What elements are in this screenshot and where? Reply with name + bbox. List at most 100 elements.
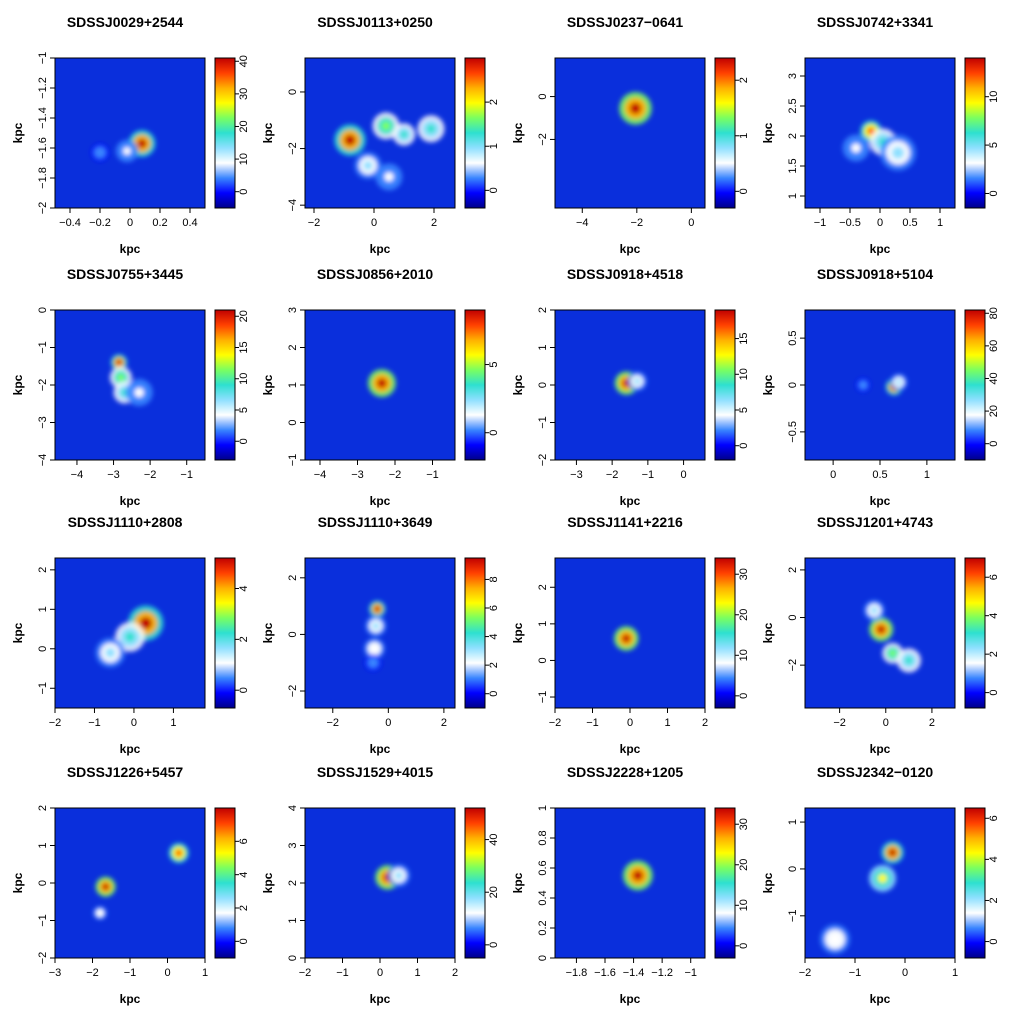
heatmap-blob-core [878,873,887,883]
heatmap-blob-core [632,870,643,881]
x-tick-label: −1 [849,967,862,979]
y-axis-label: kpc [511,374,525,395]
x-tick-label: −1.8 [566,967,588,979]
colorbar-tick-label: 10 [738,368,750,380]
x-tick-label: −0.4 [59,217,81,229]
colorbar-tick-label: 2 [488,662,500,668]
colorbar [964,309,986,461]
y-tick-label: 0 [287,631,299,637]
x-axis-label: kpc [620,992,641,1006]
heatmap-blobs [364,600,387,672]
y-tick-label: −1 [787,910,799,923]
colorbar-tick-label: 20 [738,859,750,871]
x-tick-label: 0 [902,967,908,979]
panel-title: SDSSJ1226+5457 [67,764,184,780]
y-tick-label: −1.8 [37,167,49,189]
colorbar-tick-label: 40 [988,372,1000,384]
panel-title: SDSSJ2228+1205 [567,764,684,780]
heatmap-blobs [856,373,908,396]
x-axis-label: kpc [370,242,391,256]
panel-title: SDSSJ0918+4518 [567,266,684,282]
colorbar-tick-label: 6 [238,838,250,844]
x-tick-label: −2 [299,967,312,979]
heatmap-blob-core [400,130,408,139]
y-tick-label: 3 [287,307,299,313]
colorbar-tick-label: 10 [988,91,1000,103]
panel-title: SDSSJ0029+2544 [67,14,184,30]
heatmap-blob-core [877,625,886,634]
colorbar [214,557,236,709]
colorbar-tick-label: 20 [988,405,1000,417]
x-tick-label: 1 [202,967,208,979]
plot-frame [304,557,456,709]
y-tick-label: 2 [537,307,549,313]
plot-frame [54,557,206,709]
colorbar-tick-label: 4 [488,634,500,640]
y-tick-label: −1 [37,341,49,354]
heatmap-blob-core [116,359,122,366]
colorbar-tick-label: 6 [988,815,1000,821]
y-tick-label: 0 [537,94,549,100]
y-tick-label: 2 [37,805,49,811]
panel-11: SDSSJ1141+2216 −2 −1 0 1 2 −1 0 1 2 kpc kpc 0 10 20 30 [511,514,750,756]
colorbar-tick-label: 0 [988,441,1000,447]
y-tick-label: −1.4 [37,107,49,129]
y-tick-label: 0.2 [537,920,549,935]
heatmap-blob-core [344,134,356,146]
colorbar [714,557,736,709]
colorbar [464,557,486,709]
y-tick-label: 0 [37,646,49,652]
x-tick-label: 0 [131,717,137,729]
panel-title: SDSSJ0918+5104 [817,266,934,282]
x-tick-label: 0 [377,967,383,979]
x-tick-label: 0 [688,217,694,229]
panel-title: SDSSJ2342−0120 [817,764,934,780]
x-tick-label: −1 [124,967,137,979]
colorbar-tick-label: 4 [238,585,250,591]
colorbar-tick-label: 1 [488,143,500,149]
y-axis-label: kpc [261,622,275,643]
x-tick-label: −1 [88,717,101,729]
plot-frame [804,557,956,709]
x-tick-label: −1 [814,217,827,229]
x-axis-label: kpc [620,494,641,508]
colorbar-tick-label: 2 [488,99,500,105]
y-tick-label: 0 [787,866,799,872]
y-tick-label: −1 [37,682,49,695]
heatmap-background [555,58,705,208]
x-axis-label: kpc [370,742,391,756]
heatmap-blob-core [363,161,373,171]
y-axis-label: kpc [11,872,25,893]
panel-8: SDSSJ0918+5104 0 0.5 1 −0.5 0 0.5 kpc kpc 0 20 40 60… [761,266,1000,508]
x-tick-label: −3 [49,967,62,979]
plot-frame [554,57,706,209]
colorbar [464,309,486,461]
heatmap-blob-core [381,121,391,131]
x-tick-label: −4 [314,469,327,481]
x-tick-label: 2 [431,217,437,229]
y-axis-label: kpc [761,122,775,143]
panel-5: SDSSJ0755+3445 −4 −3 −2 −1 −4 −3 −2 −1 0 kpc kpc 0 5 1… [11,266,250,508]
heatmap-blob-core [97,149,103,156]
heatmap-blob-core [370,645,378,653]
y-tick-label: −2 [287,685,299,698]
colorbar [964,57,986,209]
colorbar-tick-label: 10 [238,153,250,165]
colorbar-tick-label: 2 [988,651,1000,657]
panel-3: SDSSJ0237−0641 −4 −2 0 −2 0 kpc kpc 0 1 2 [511,14,750,256]
panel-title: SDSSJ1529+4015 [317,764,434,780]
x-axis-label: kpc [120,742,141,756]
y-tick-label: 3 [787,73,799,79]
heatmap-blobs [334,112,445,191]
colorbar-tick-label: 6 [988,574,1000,580]
y-axis-label: kpc [511,622,525,643]
panel-2: SDSSJ0113+0250 −2 0 2 −4 −2 0 kpc kpc 0 1 2 [261,14,500,256]
y-tick-label: 2 [37,567,49,573]
colorbar-tick-label: 4 [988,856,1000,862]
y-tick-label: 0 [787,382,799,388]
colorbar-tick-label: 2 [988,897,1000,903]
y-tick-label: 0 [287,89,299,95]
x-axis-label: kpc [620,242,641,256]
